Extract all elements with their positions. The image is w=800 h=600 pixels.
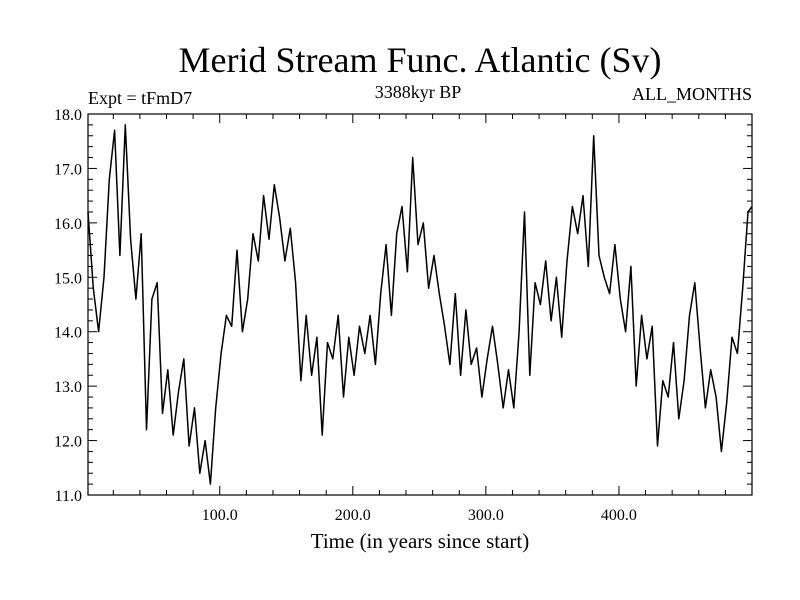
x-tick-label: 300.0	[468, 507, 504, 524]
y-tick-label: 16.0	[54, 216, 82, 233]
x-axis-label: Time (in years since start)	[311, 529, 530, 553]
y-tick-label: 18.0	[54, 107, 82, 124]
tick-group: 11.0 12.0 13.0 14.0 15.0 16.0 17.0 18.0 100.0 200…	[54, 107, 752, 524]
x-tick-label: 400.0	[601, 507, 637, 524]
plot-frame	[87, 113, 753, 496]
experiment-label: Expt = tFmD7	[88, 88, 192, 108]
y-tick-label: 14.0	[54, 325, 82, 342]
chart-title: Merid Stream Func. Atlantic (Sv)	[179, 40, 662, 80]
y-tick-label: 17.0	[54, 161, 82, 178]
series-group	[87, 124, 753, 485]
y-tick-label: 15.0	[54, 270, 82, 287]
y-tick-label: 13.0	[54, 379, 82, 396]
y-tick-label: 12.0	[54, 434, 82, 451]
y-tick-label: 11.0	[55, 488, 82, 505]
series-line	[87, 124, 753, 485]
x-tick-label: 200.0	[335, 507, 371, 524]
months-label: ALL_MONTHS	[632, 84, 752, 104]
period-label: 3388kyr BP	[375, 82, 462, 102]
x-tick-label: 100.0	[202, 507, 238, 524]
